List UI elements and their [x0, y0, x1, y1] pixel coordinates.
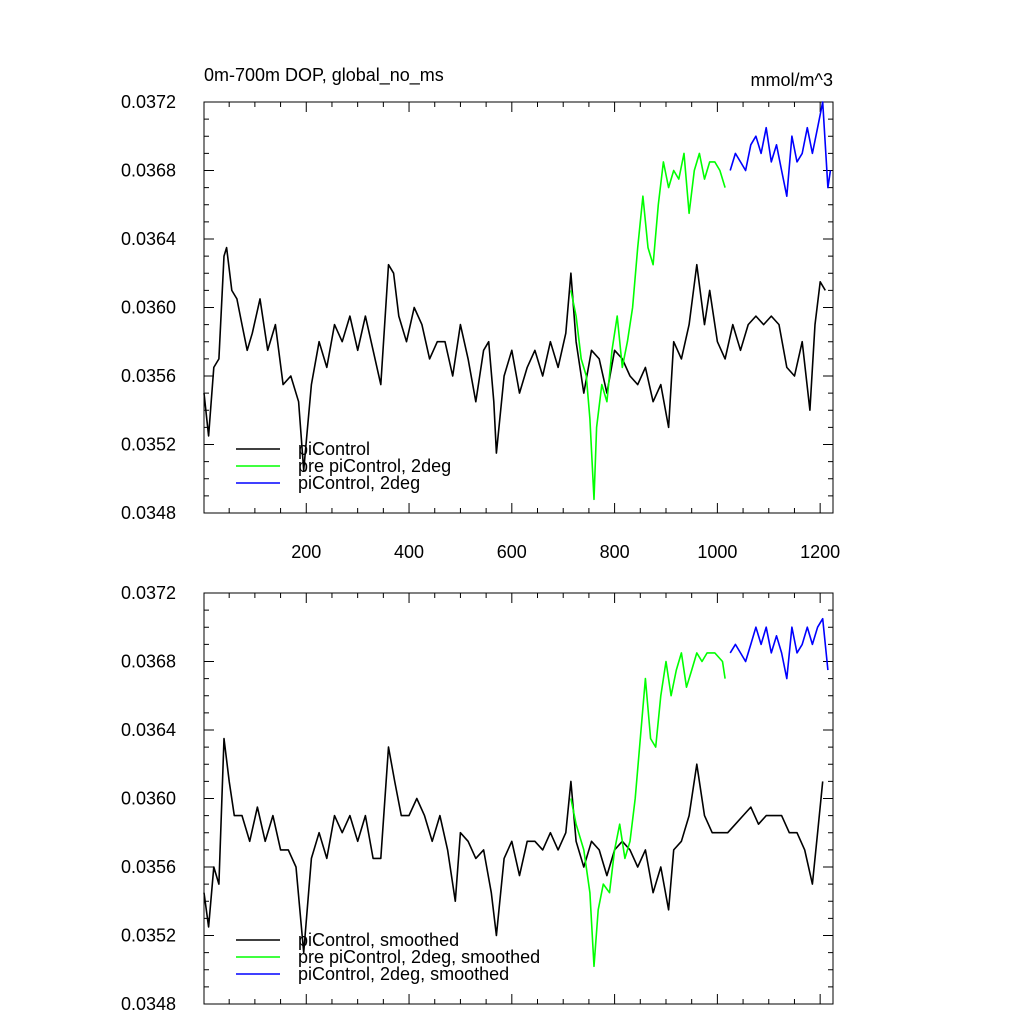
y-tick-label: 0.0372 — [121, 583, 176, 603]
legend-label: piControl, 2deg — [298, 473, 420, 493]
series-line — [203, 737, 824, 954]
y-tick-label: 0.0360 — [121, 789, 176, 809]
x-tick-label: 1200 — [800, 542, 840, 562]
y-tick-label: 0.0352 — [121, 926, 176, 946]
series-line — [570, 652, 726, 968]
chart-title: 0m-700m DOP, global_no_ms — [204, 65, 444, 86]
legend-label: pre piControl, 2deg, smoothed — [298, 947, 540, 967]
legend-label: pre piControl, 2deg — [298, 456, 451, 476]
series-line — [203, 246, 826, 471]
legend-label: piControl, 2deg, smoothed — [298, 964, 509, 984]
top-panel: 200 400 600 800 1000 1200 0.0348 0.0352 0.0356 0.… — [121, 92, 840, 562]
y-tick-label: 0.0364 — [121, 720, 176, 740]
y-tick-label: 0.0348 — [121, 503, 176, 523]
chart-units-label: mmol/m^3 — [751, 70, 833, 90]
x-tick-label: 400 — [394, 542, 424, 562]
x-tick-label: 1000 — [697, 542, 737, 562]
x-tick-label: 800 — [600, 542, 630, 562]
y-tick-label: 0.0356 — [121, 857, 176, 877]
series-line — [729, 101, 832, 197]
y-tick-label: 0.0352 — [121, 435, 176, 455]
legend-label: piControl — [298, 439, 370, 459]
y-tick-label: 0.0372 — [121, 92, 176, 112]
y-tick-label: 0.0356 — [121, 366, 176, 386]
y-tick-label: 0.0364 — [121, 229, 176, 249]
y-tick-label: 0.0368 — [121, 652, 176, 672]
bottom-panel: 0.0348 0.0352 0.0356 0.0360 0.0364 0.0368 0.03… — [121, 583, 834, 1014]
x-tick-label: 600 — [497, 542, 527, 562]
series-line — [729, 617, 829, 680]
legend-label: piControl, smoothed — [298, 930, 459, 950]
x-tick-label: 200 — [291, 542, 321, 562]
y-tick-label: 0.0368 — [121, 161, 176, 181]
y-tick-label: 0.0360 — [121, 298, 176, 318]
series-line — [570, 152, 726, 501]
y-tick-label: 0.0348 — [121, 994, 176, 1014]
